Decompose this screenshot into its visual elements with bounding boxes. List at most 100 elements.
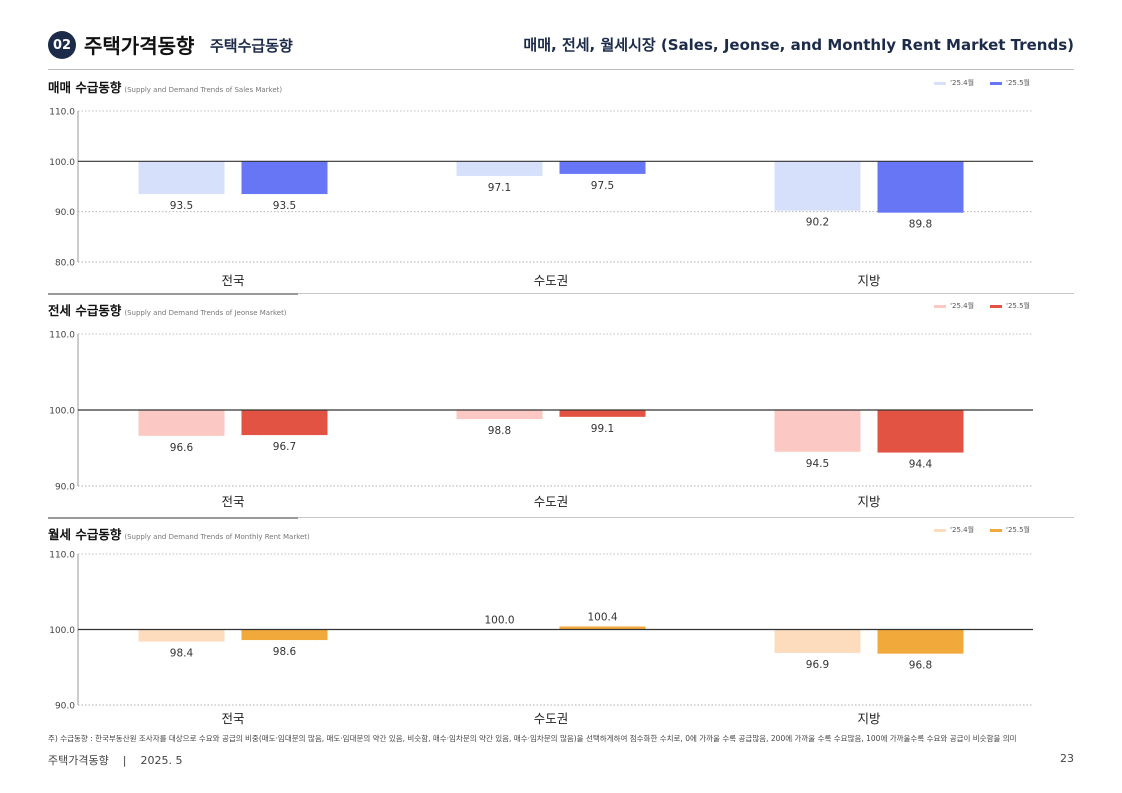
y-tick-label: 100.0 <box>49 158 75 168</box>
section-title: 주택가격동향 <box>84 34 195 58</box>
legend-label-april: '25.4월 <box>950 79 975 87</box>
chart-title: 전세 수급동향 (Supply and Demand Trends of Jeon… <box>48 300 287 319</box>
data-label: 90.2 <box>806 217 829 229</box>
legend-item-may: '25.5월 <box>990 301 1030 311</box>
bar <box>559 161 646 174</box>
panel-divider <box>48 293 1074 294</box>
x-category-label: 수도권 <box>534 494 569 509</box>
data-label: 98.4 <box>170 648 194 660</box>
data-label: 99.1 <box>591 423 614 435</box>
legend-item-may: '25.5월 <box>990 525 1030 535</box>
panel-divider <box>48 517 1074 518</box>
y-tick-label: 110.0 <box>49 331 75 341</box>
y-tick-label: 100.0 <box>49 407 75 417</box>
x-category-label: 지방 <box>857 273 881 288</box>
data-label: 94.5 <box>806 458 829 470</box>
legend-item-april: '25.4월 <box>934 78 974 88</box>
bar <box>456 161 543 176</box>
data-label: 93.5 <box>170 200 193 212</box>
data-label: 100.0 <box>484 615 514 627</box>
bar <box>138 629 225 642</box>
data-label: 94.4 <box>909 459 933 471</box>
legend-swatch-april <box>934 528 947 532</box>
x-category-label: 지방 <box>857 494 881 509</box>
bar <box>241 629 328 641</box>
y-tick-label: 80.0 <box>55 259 75 269</box>
page-header: 02 주택가격동향 주택수급동향 매매, 전세, 월세시장 (Sales, Je… <box>48 28 1074 62</box>
data-label: 97.1 <box>488 182 511 194</box>
data-label: 96.8 <box>909 660 932 672</box>
legend-swatch-april <box>934 304 947 308</box>
data-label: 98.8 <box>488 425 511 437</box>
panel-divider-accent <box>48 293 298 295</box>
legend-swatch-april <box>934 81 947 85</box>
chart-title-en: (Supply and Demand Trends of Monthly Ren… <box>124 533 310 541</box>
legend-swatch-may <box>990 304 1003 308</box>
footnote: 주) 수급동향 : 한국부동산원 조사자를 대상으로 수요와 공급의 비중(매도… <box>48 734 1017 743</box>
jeonse-bar-chart: 110.0 100.0 90.0 96.6 96.7 전국 98.8 99.1 수도권 94.5 9… <box>49 331 1033 509</box>
footer-date: 2025. 5 <box>140 754 183 767</box>
section-number-badge: 02 <box>48 31 76 59</box>
footer-title: 주택가격동향 <box>48 754 109 767</box>
chart-title-ko: 월세 수급동향 <box>48 527 122 542</box>
chart-title-ko: 매매 수급동향 <box>48 80 122 95</box>
data-label: 93.5 <box>273 200 296 212</box>
bar <box>877 410 964 453</box>
bar <box>241 161 328 195</box>
legend-label-april: '25.4월 <box>950 302 975 310</box>
data-label: 98.6 <box>273 646 297 658</box>
legend-swatch-may <box>990 81 1003 85</box>
page-topic: 매매, 전세, 월세시장 (Sales, Jeonse, and Monthly… <box>523 36 1074 54</box>
y-tick-label: 110.0 <box>49 551 75 561</box>
bar <box>559 626 646 630</box>
bar <box>774 161 861 211</box>
chart-legend: '25.4월 '25.5월 <box>934 78 1030 88</box>
legend-label-may: '25.5월 <box>1006 79 1030 87</box>
x-category-label: 전국 <box>221 711 244 726</box>
chart-title-en: (Supply and Demand Trends of Sales Marke… <box>124 86 283 94</box>
legend-label-may: '25.5월 <box>1006 302 1030 310</box>
data-label: 96.9 <box>806 659 829 671</box>
bar <box>877 161 964 213</box>
x-category-label: 수도권 <box>534 273 569 288</box>
y-tick-label: 90.0 <box>55 208 75 218</box>
chart-title-ko: 전세 수급동향 <box>48 303 122 318</box>
y-tick-label: 90.0 <box>55 483 75 493</box>
chart-title: 월세 수급동향 (Supply and Demand Trends of Mont… <box>48 524 310 543</box>
legend-label-april: '25.4월 <box>950 526 975 534</box>
legend-item-april: '25.4월 <box>934 525 974 535</box>
legend-label-may: '25.5월 <box>1006 526 1030 534</box>
chart-legend: '25.4월 '25.5월 <box>934 301 1030 311</box>
jeonse-chart-panel: 전세 수급동향 (Supply and Demand Trends of Jeon… <box>48 293 1074 517</box>
data-label: 96.6 <box>170 442 194 454</box>
x-category-label: 전국 <box>221 494 244 509</box>
bar <box>138 161 225 195</box>
bar <box>559 410 646 417</box>
bar <box>774 410 861 452</box>
footer-divider: | <box>122 754 127 767</box>
header-divider <box>48 69 1074 70</box>
bar <box>241 410 328 436</box>
data-label: 97.5 <box>591 180 614 192</box>
section-subtitle: 주택수급동향 <box>210 37 293 55</box>
data-label: 89.8 <box>909 219 932 231</box>
monthly-rent-bar-chart: 110.0 100.0 90.0 98.4 98.6 전국 100.0 100.4 수도권 96.… <box>49 551 1033 726</box>
data-label: 96.7 <box>273 441 296 453</box>
x-category-label: 수도권 <box>534 711 569 726</box>
legend-item-may: '25.5월 <box>990 78 1030 88</box>
y-tick-label: 100.0 <box>49 626 75 636</box>
panel-divider-accent <box>48 517 298 519</box>
sales-chart-panel: 매매 수급동향 (Supply and Demand Trends of Sale… <box>48 70 1074 294</box>
data-label: 100.4 <box>587 611 617 623</box>
x-category-label: 전국 <box>221 273 244 288</box>
legend-swatch-may <box>990 528 1003 532</box>
y-tick-label: 90.0 <box>55 702 75 712</box>
bar <box>877 629 964 654</box>
chart-legend: '25.4월 '25.5월 <box>934 525 1030 535</box>
monthly-rent-chart-panel: 월세 수급동향 (Supply and Demand Trends of Mont… <box>48 517 1074 731</box>
page-number: 23 <box>1060 752 1074 765</box>
footer-publication: 주택가격동향 | 2025. 5 <box>48 752 182 768</box>
chart-title-en: (Supply and Demand Trends of Jeonse Mark… <box>124 309 287 317</box>
legend-item-april: '25.4월 <box>934 301 974 311</box>
bar <box>138 410 225 436</box>
